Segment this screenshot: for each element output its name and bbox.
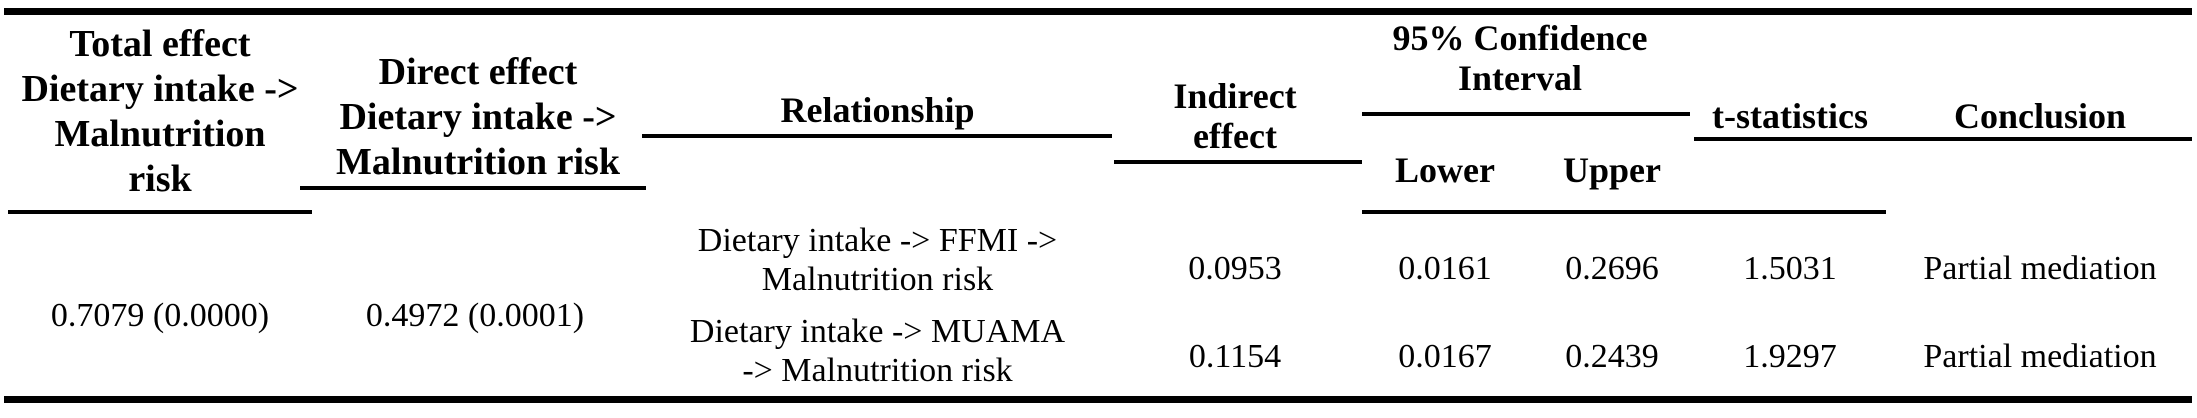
relationship-column-header: Relationship (780, 90, 975, 130)
row-ffmi-indirect-effect: 0.0953 (1188, 250, 1282, 287)
table-top-border (4, 8, 2192, 15)
row-ffmi-ci-upper: 0.2696 (1565, 250, 1659, 287)
row-muama-conclusion: Partial mediation (1923, 338, 2157, 375)
row-muama-ci-upper: 0.2439 (1565, 338, 1659, 375)
total-effect-column-header: Total effect Dietary intake -> Malnutrit… (21, 23, 299, 200)
confidence-interval-group-header: 95% Confidence Interval (1392, 18, 1648, 98)
row-ffmi-t-statistic: 1.5031 (1743, 250, 1837, 287)
direct-effect-value: 0.4972 (0.0001) (365, 297, 585, 334)
ci-lower-column-header: Lower (1395, 150, 1495, 190)
total-effect-value: 0.7079 (0.0000) (50, 297, 270, 334)
t-statistics-column-header: t-statistics (1712, 96, 1868, 136)
indirect-effect-column-header: Indirect effect (1173, 76, 1297, 156)
row-ffmi-relationship: Dietary intake -> FFMI -> Malnutrition r… (697, 222, 1058, 298)
table-bottom-border (4, 396, 2192, 403)
indirect-effect-header-underline (1114, 160, 1362, 164)
row-muama-ci-lower: 0.0167 (1398, 338, 1492, 375)
conclusion-column-header: Conclusion (1953, 96, 2127, 136)
direct-effect-column-header: Direct effect Dietary intake -> Malnutri… (336, 51, 620, 183)
ci-upper-column-header: Upper (1563, 150, 1661, 190)
row-muama-t-statistic: 1.9297 (1743, 338, 1837, 375)
tstatistics-conclusion-underline (1694, 137, 2192, 141)
row-ffmi-ci-lower: 0.0161 (1398, 250, 1492, 287)
total-effect-header-underline (8, 210, 312, 214)
row-ffmi-conclusion: Partial mediation (1923, 250, 2157, 287)
row-muama-relationship: Dietary intake -> MUAMA -> Malnutrition … (689, 313, 1066, 389)
confidence-interval-group-underline (1362, 112, 1690, 116)
direct-effect-header-underline (300, 186, 646, 190)
row-muama-indirect-effect: 0.1154 (1188, 338, 1282, 375)
lower-upper-underline (1362, 210, 1886, 214)
relationship-header-underline (642, 134, 1112, 138)
